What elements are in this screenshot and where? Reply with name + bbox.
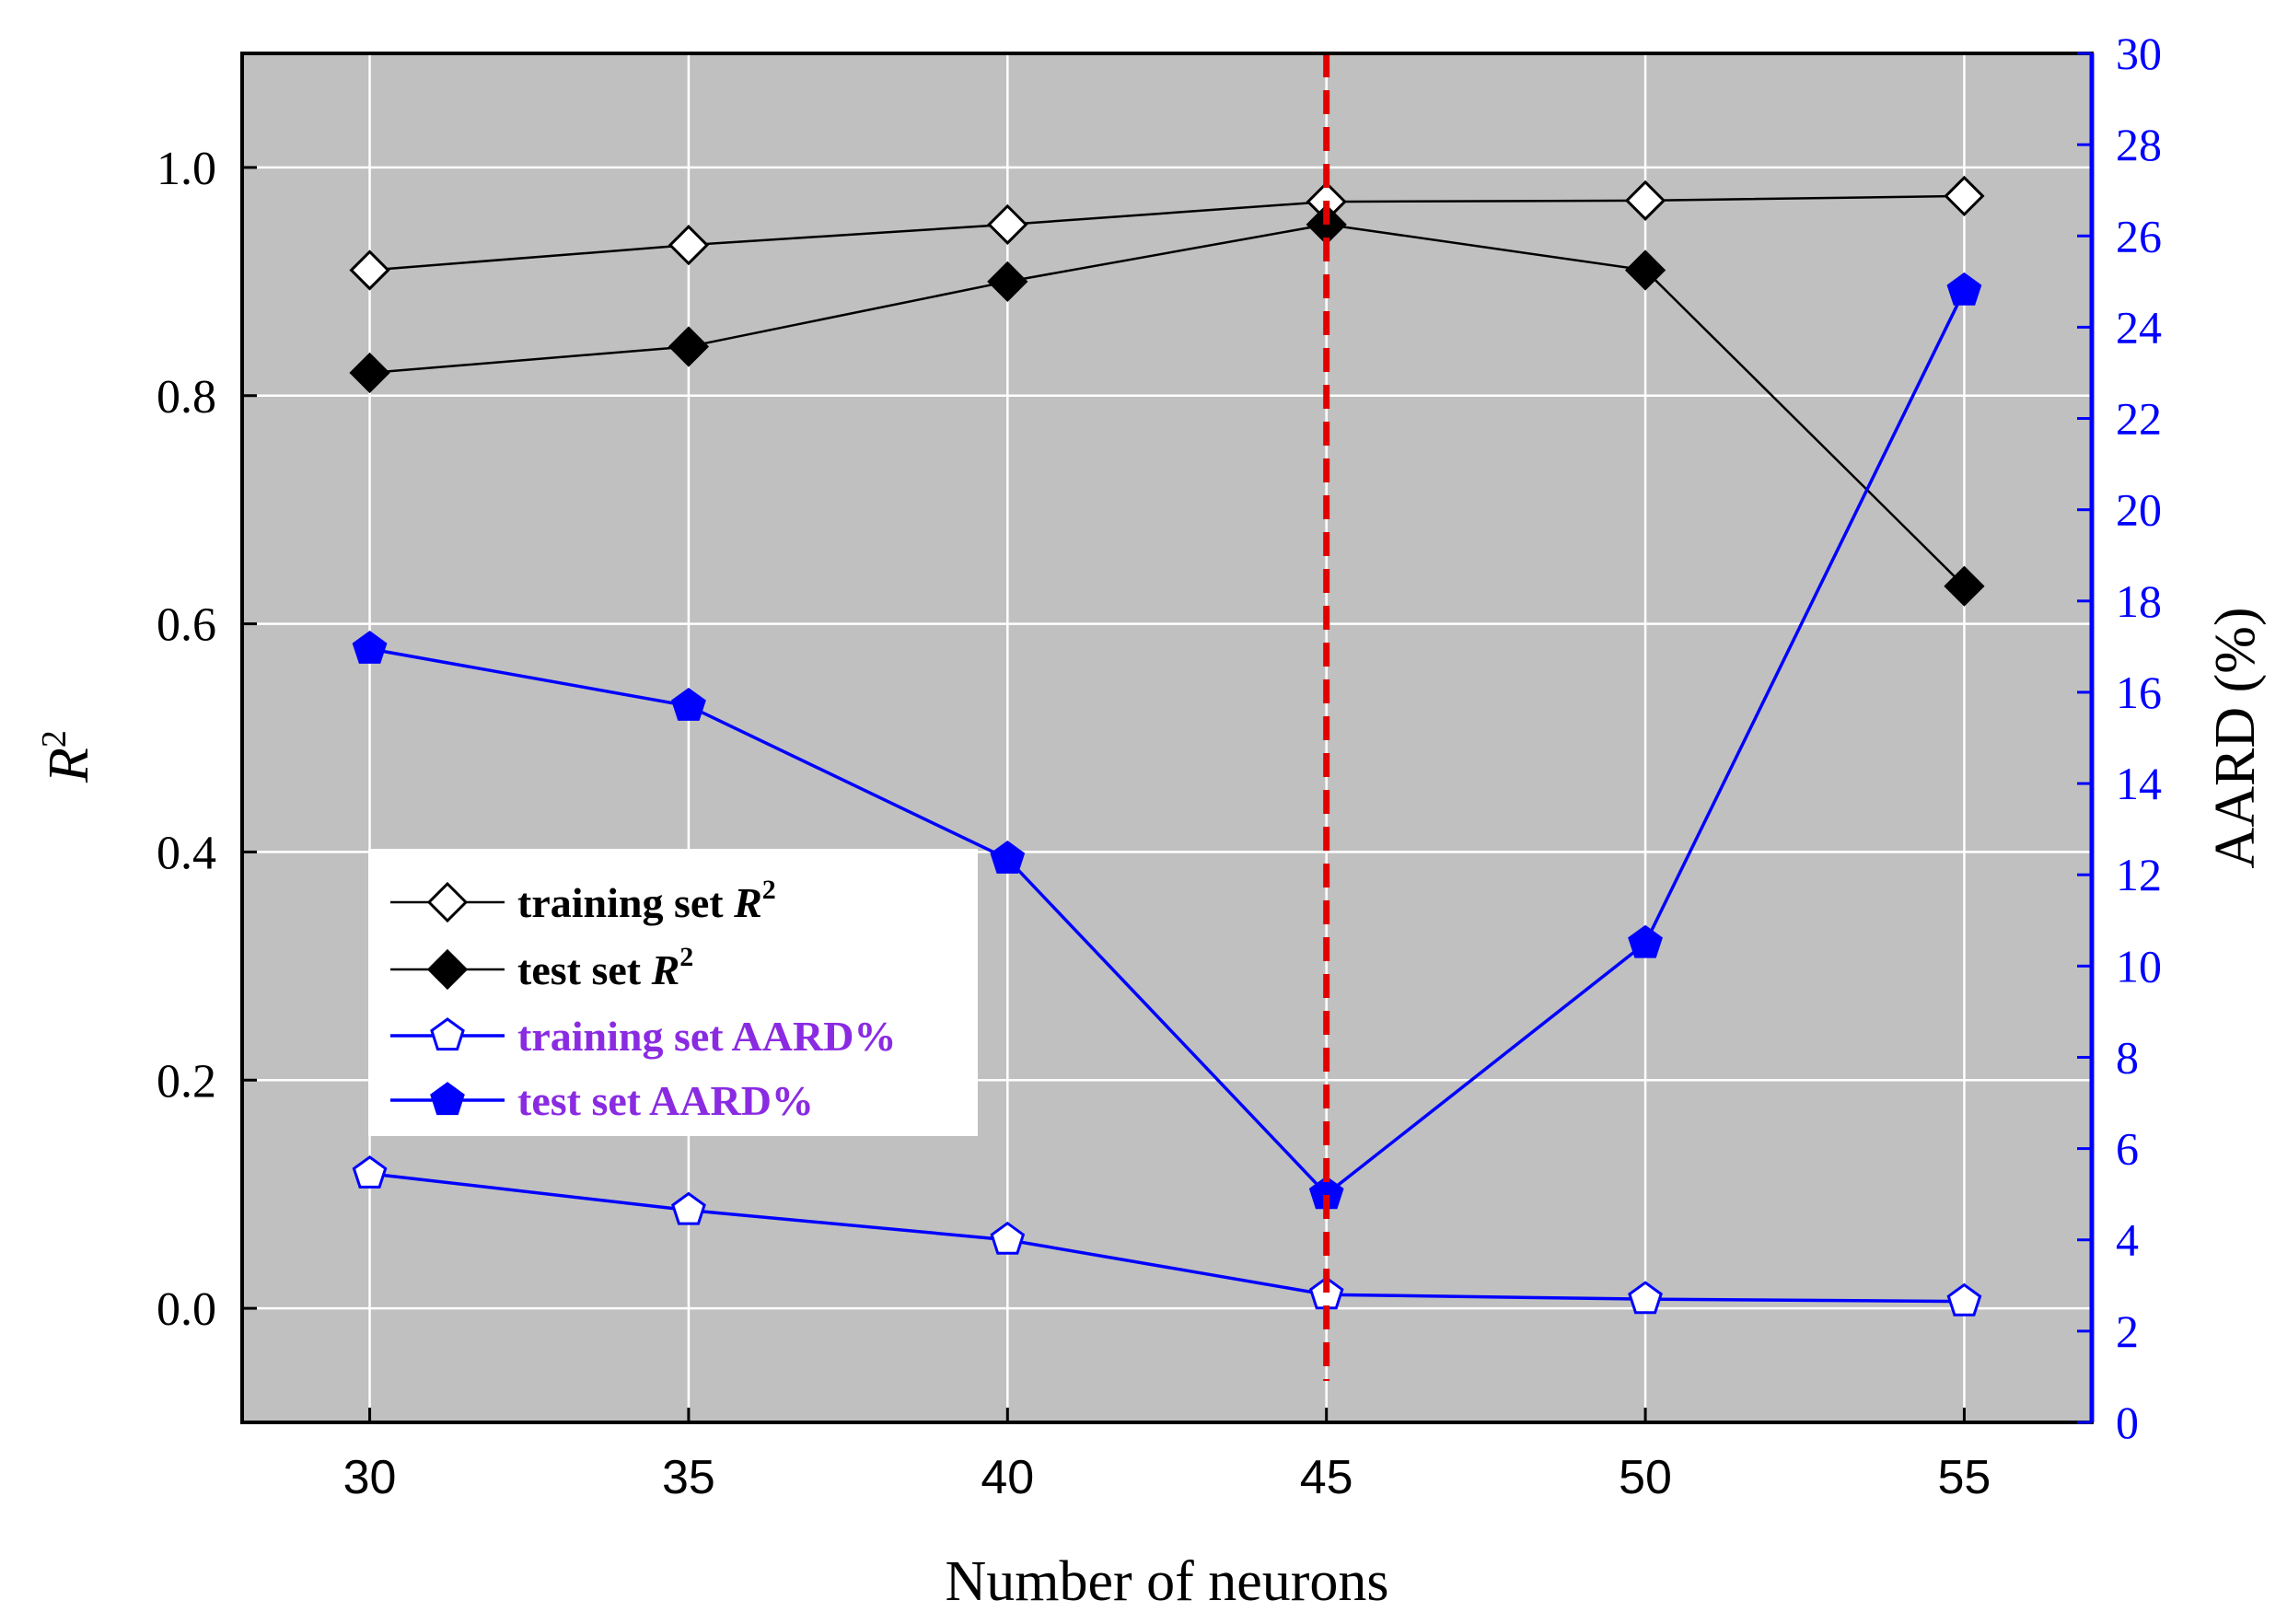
x-tick-label: 45 — [1300, 1451, 1353, 1504]
y-left-tick-label: 0.2 — [157, 1055, 216, 1108]
y-left-ticks: 0.0 0.2 0.4 0.6 0.8 1.0 — [157, 143, 257, 1336]
data-point — [671, 1191, 706, 1225]
legend-label-main: training set — [517, 879, 734, 926]
legend-label-sup: 2 — [762, 875, 776, 905]
legend-label-main: test set AARD% — [517, 1077, 814, 1124]
legend-label-main: test set — [517, 946, 652, 993]
y-right-tick-label: 22 — [2116, 393, 2162, 445]
legend-item-0: training set R2 — [390, 875, 776, 926]
legend-item-3: test set AARD% — [390, 1077, 814, 1124]
legend-label-main: training set AARD% — [517, 1013, 896, 1060]
data-point — [1628, 924, 1663, 958]
y-right-tick-label: 18 — [2116, 575, 2162, 627]
data-point — [1944, 565, 1985, 607]
legend-marker — [426, 881, 469, 923]
y-right-tick-label: 28 — [2116, 119, 2162, 170]
data-point — [987, 261, 1028, 302]
legend-item-2: training set AARD% — [390, 1013, 896, 1060]
data-point — [1624, 180, 1666, 221]
series-3 — [352, 272, 1982, 1210]
data-point — [668, 225, 710, 266]
y-right-axis-title: AARD (%) — [2204, 607, 2267, 868]
x-tick-label: 30 — [343, 1451, 397, 1504]
legend-label: test set AARD% — [517, 1077, 814, 1124]
legend-label: training set AARD% — [517, 1013, 896, 1060]
data-point — [668, 326, 710, 367]
legend-marker — [430, 1082, 465, 1116]
data-point — [1946, 1282, 1982, 1317]
y-left-tick-label: 0.6 — [157, 599, 216, 652]
legend-label-var: R — [651, 946, 680, 993]
series-line — [369, 1172, 1965, 1304]
y-right-tick-label: 14 — [2116, 758, 2162, 809]
y-left-tick-label: 0.4 — [157, 827, 216, 879]
y-right-tick-label: 10 — [2116, 940, 2162, 992]
data-point — [990, 1221, 1026, 1255]
series-line — [369, 194, 1965, 272]
legend-marker — [426, 948, 469, 991]
x-axis-title: Number of neurons — [945, 1550, 1388, 1613]
data-point — [349, 249, 390, 291]
y-right-tick-label: 12 — [2116, 849, 2162, 900]
legend-label-var: R — [733, 879, 762, 926]
x-tick-label: 50 — [1619, 1451, 1672, 1504]
y-left-tick-label: 0.0 — [157, 1283, 216, 1336]
y-right-tick-label: 20 — [2116, 484, 2162, 536]
legend-item-1: test set R2 — [390, 942, 693, 993]
y-left-axis-title-var: R — [38, 748, 100, 783]
legend-label: test set R2 — [517, 942, 693, 993]
legend-label: training set R2 — [517, 875, 776, 926]
data-point — [352, 630, 388, 664]
y-right-tick-label: 24 — [2116, 301, 2162, 353]
y-right-tick-label: 16 — [2116, 667, 2162, 718]
y-right-tick-label: 30 — [2116, 28, 2162, 79]
y-left-axis-title: R2 — [35, 730, 100, 783]
y-right-tick-label: 8 — [2116, 1031, 2139, 1083]
y-right-tick-label: 0 — [2116, 1397, 2139, 1448]
series-line — [369, 289, 1967, 1197]
data-point — [352, 1155, 388, 1189]
data-point — [349, 352, 390, 394]
y-right-tick-label: 2 — [2116, 1305, 2139, 1357]
y-right-tick-label: 4 — [2116, 1214, 2139, 1266]
data-point — [671, 687, 706, 721]
y-left-axis-title-sup: 2 — [35, 730, 74, 748]
data-point — [1944, 175, 1985, 217]
x-tick-label: 55 — [1938, 1451, 1991, 1504]
y-right-tick-label: 6 — [2116, 1123, 2139, 1175]
y-right-tick-label: 26 — [2116, 210, 2162, 261]
series-line — [369, 223, 1966, 587]
legend-box — [368, 849, 978, 1136]
series-layer — [349, 175, 1985, 1317]
y-left-tick-label: 0.8 — [157, 371, 216, 423]
data-point — [990, 841, 1026, 874]
data-point — [987, 203, 1028, 245]
data-point — [1628, 1281, 1663, 1315]
data-point — [1624, 249, 1666, 291]
data-point — [1946, 272, 1982, 306]
legend-marker — [430, 1017, 465, 1051]
x-tick-label: 40 — [981, 1451, 1034, 1504]
x-ticks: 30 35 40 45 50 55 — [343, 1408, 1991, 1504]
series-0 — [349, 175, 1985, 291]
y-left-tick-label: 1.0 — [157, 143, 216, 195]
legend-label-sup: 2 — [679, 942, 693, 972]
x-tick-label: 35 — [662, 1451, 715, 1504]
